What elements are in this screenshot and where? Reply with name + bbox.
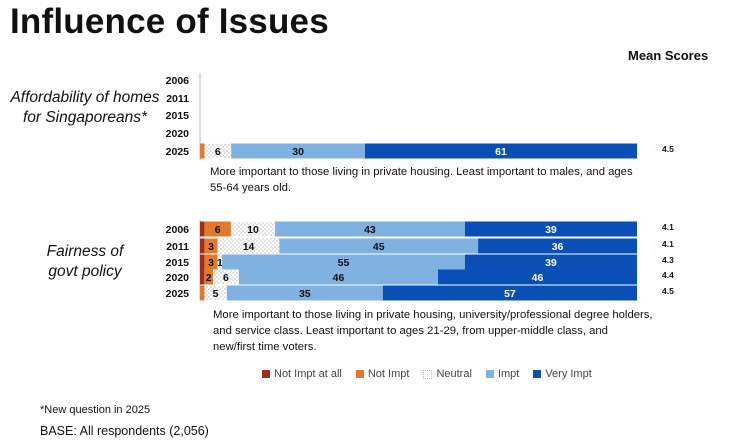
legend-item-not-impt-at-all: Not Impt at all [262,368,342,380]
legend: Not Impt at all Not Impt Neutral Impt Ve… [262,368,592,380]
bar-segment [200,221,205,237]
bar-segment [478,238,637,254]
mean-score: 4.1 [662,222,674,232]
mean-score: 4.5 [662,144,674,154]
data-label: 35 [299,288,311,300]
data-label: 10 [247,224,259,236]
note-affordability: More important to those living in privat… [210,166,633,195]
page-title: Influence of Issues [10,2,329,41]
bar-segment [200,143,205,159]
year-label: 2006 [166,75,190,87]
legend-swatch [355,370,364,378]
bar-segment [364,143,637,159]
year-label: 2020 [166,128,190,140]
legend-item-not-impt: Not Impt [355,368,410,380]
bar-segment [279,238,479,254]
bar-segment [212,269,239,285]
bar-segment [204,254,218,270]
data-label: 3 [208,257,214,269]
year-label: 2011 [166,241,189,253]
bar-segment [217,238,280,254]
note-fairness: More important to those living in privat… [213,309,653,354]
base-note: BASE: All respondents (2,056) [40,424,209,438]
legend-item-very-impt: Very Impt [533,368,592,380]
bar-segment [204,221,231,237]
bar-segment [204,269,213,285]
bar-segment [200,269,205,285]
year-label: 2025 [166,146,190,158]
data-label: 5 [213,288,219,300]
issue-label-fairness: Fairness of govt policy [46,243,124,281]
data-label: 6 [223,272,229,284]
bar-segment [204,143,232,159]
issue-label-affordability: Affordability of homes for Singaporeans* [10,89,160,127]
legend-swatch [485,370,494,378]
bar-segment [200,254,205,270]
data-label: 45 [373,241,385,253]
bar-segment [222,254,465,270]
data-label: 6 [215,146,221,158]
bar-segment [437,269,637,285]
data-label: 6 [215,224,221,236]
legend-label: Very Impt [545,368,592,380]
mean-score: 4.3 [662,255,674,265]
year-label: 2020 [166,272,190,284]
data-label: 3 [208,241,214,253]
bar-segment [217,254,223,270]
year-label: 2011 [166,93,189,105]
bar-segment [382,285,637,301]
legend-swatch [262,370,270,378]
year-label: 2015 [166,110,190,122]
bar-segment [204,285,227,301]
legend-label: Not Impt [367,368,410,380]
data-label: 39 [545,257,557,269]
data-label: 1 [217,257,223,269]
bar-segment [200,238,205,254]
legend-label: Impt [497,368,520,380]
legend-label: Not Impt at all [274,368,342,380]
year-label: 2006 [166,224,190,236]
bar-segment [464,254,637,270]
legend-item-impt: Impt [485,368,520,380]
data-label: 46 [333,272,345,284]
data-label: 46 [532,272,544,284]
data-label: 36 [552,241,564,253]
data-label: 57 [504,288,516,300]
mean-scores-header: Mean Scores [628,48,709,63]
data-label: 61 [495,146,507,158]
mean-score: 4.4 [662,270,674,280]
data-label: 14 [243,241,255,253]
bar-segment [464,221,637,237]
bar-segment [275,221,465,237]
mean-score: 4.5 [662,286,674,296]
bar-segment [231,143,365,159]
bar-segment [204,238,218,254]
data-label: 55 [338,257,350,269]
legend-label: Neutral [436,368,472,380]
year-label: 2015 [166,257,190,269]
data-label: 39 [545,224,557,236]
data-label: 2 [206,272,212,284]
bar-segment [226,285,383,301]
mean-score: 4.1 [662,239,674,249]
legend-swatch [423,369,433,379]
footnote: *New question in 2025 [40,404,151,416]
year-label: 2025 [166,288,190,300]
bar-segment [238,269,438,285]
data-label: 43 [364,224,376,236]
data-label: 30 [292,146,304,158]
bar-segment [200,285,205,301]
bar-segment [230,221,276,237]
legend-item-neutral: Neutral [423,368,472,380]
legend-swatch [533,370,542,378]
